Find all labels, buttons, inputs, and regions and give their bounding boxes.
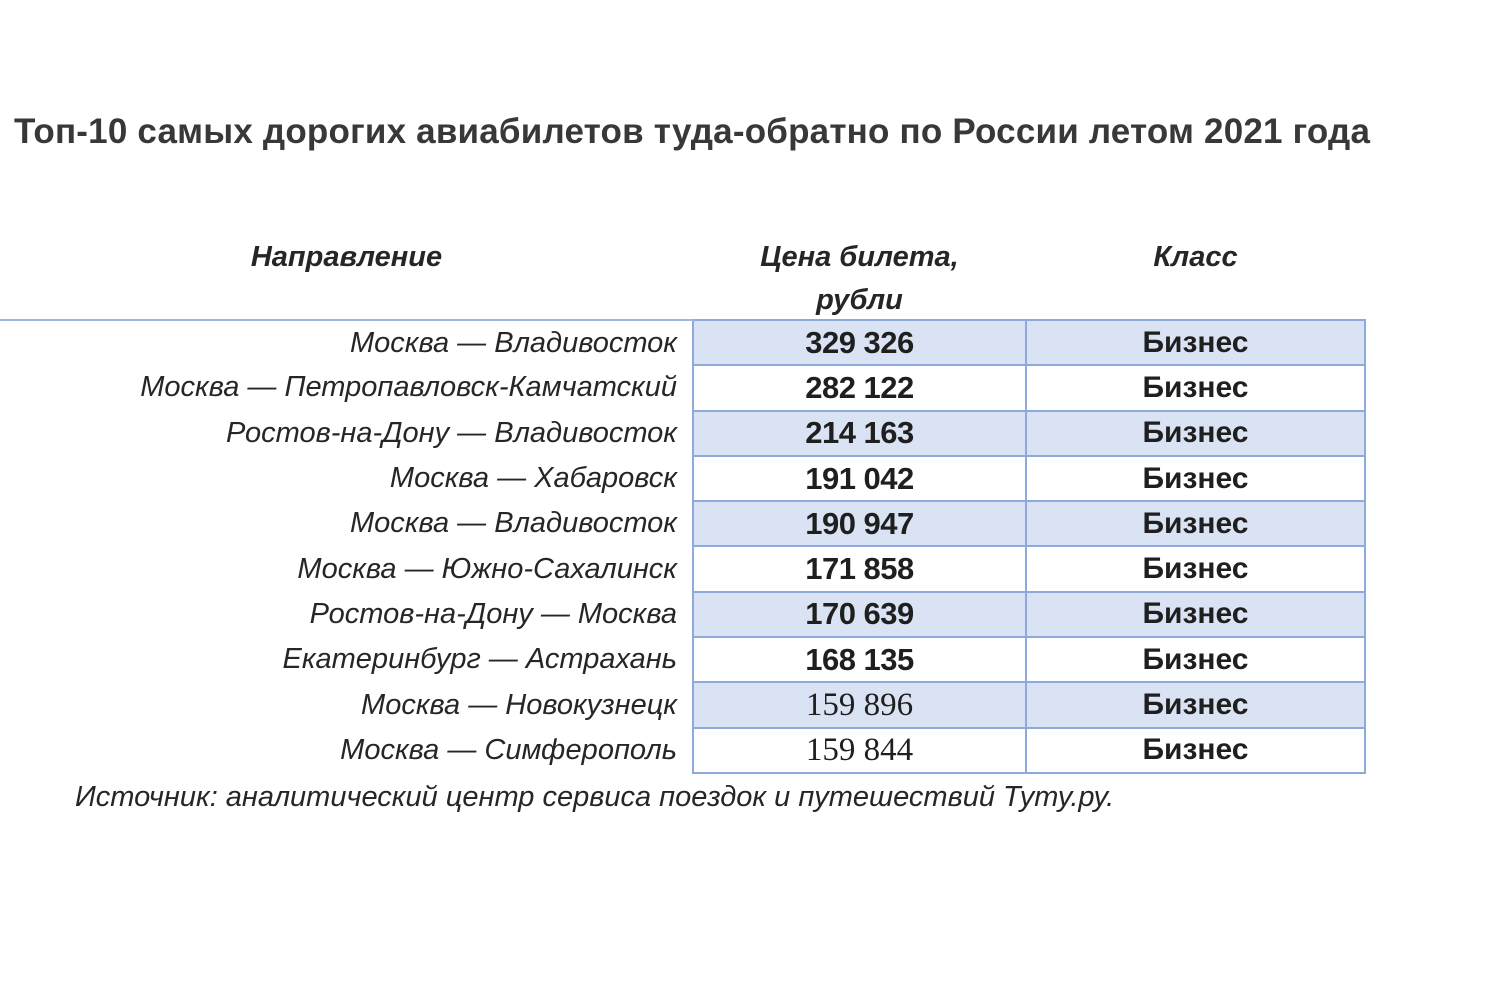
table-row: Москва — Новокузнецк 159 896 Бизнес xyxy=(0,681,1366,729)
table-row: Москва — Симферополь 159 844 Бизнес xyxy=(0,726,1366,774)
data-table: Москва — Владивосток 329 326 Бизнес Моск… xyxy=(0,318,1366,774)
table-row: Москва — Владивосток 190 947 Бизнес xyxy=(0,500,1366,548)
table-row: Москва — Владивосток 329 326 Бизнес xyxy=(0,318,1366,367)
class-cell: Бизнес xyxy=(1025,454,1366,503)
price-cell: 190 947 xyxy=(692,500,1027,548)
class-cell: Бизнес xyxy=(1025,545,1366,593)
table-row: Москва — Петропавловск-Камчатский 282 12… xyxy=(0,364,1366,412)
price-cell: 159 844 xyxy=(692,726,1027,774)
price-cell: 329 326 xyxy=(692,318,1027,367)
table-row: Ростов-на-Дону — Москва 170 639 Бизнес xyxy=(0,590,1366,639)
class-cell: Бизнес xyxy=(1025,681,1366,729)
price-cell: 159 896 xyxy=(692,681,1027,729)
class-cell: Бизнес xyxy=(1025,500,1366,548)
price-cell: 170 639 xyxy=(692,590,1027,639)
price-cell: 191 042 xyxy=(692,454,1027,503)
direction-cell: Москва — Владивосток xyxy=(350,507,677,540)
column-header-price: Цена билета, рубли xyxy=(693,236,1026,322)
class-cell: Бизнес xyxy=(1025,409,1366,457)
class-cell: Бизнес xyxy=(1025,318,1366,367)
class-cell: Бизнес xyxy=(1025,636,1366,684)
column-header-class: Класс xyxy=(1153,241,1238,273)
direction-cell: Москва — Новокузнецк xyxy=(361,688,677,721)
table-header-row: Направление Цена билета, рубли Класс xyxy=(0,236,1365,322)
source-note: Источник: аналитический центр сервиса по… xyxy=(75,781,1115,813)
column-header-price-line2: рубли xyxy=(816,284,903,316)
price-cell: 168 135 xyxy=(692,636,1027,684)
price-cell: 214 163 xyxy=(692,409,1027,457)
table-row: Москва — Хабаровск 191 042 Бизнес xyxy=(0,454,1366,503)
price-cell: 282 122 xyxy=(692,364,1027,412)
direction-cell: Ростов-на-Дону — Москва xyxy=(309,597,677,630)
table-row: Москва — Южно-Сахалинск 171 858 Бизнес xyxy=(0,545,1366,593)
table-row: Ростов-на-Дону — Владивосток 214 163 Биз… xyxy=(0,409,1366,457)
column-header-price-line1: Цена билета, xyxy=(760,241,959,273)
direction-cell: Екатеринбург — Астрахань xyxy=(282,643,677,676)
price-cell: 171 858 xyxy=(692,545,1027,593)
direction-cell: Москва — Южно-Сахалинск xyxy=(297,552,677,585)
class-cell: Бизнес xyxy=(1025,364,1366,412)
direction-cell: Москва — Петропавловск-Камчатский xyxy=(140,371,677,404)
direction-cell: Ростов-на-Дону — Владивосток xyxy=(225,416,677,449)
class-cell: Бизнес xyxy=(1025,726,1366,774)
page-title: Топ-10 самых дорогих авиабилетов туда-об… xyxy=(14,112,1371,151)
direction-cell: Москва — Симферополь xyxy=(340,733,677,766)
table-row: Екатеринбург — Астрахань 168 135 Бизнес xyxy=(0,636,1366,684)
direction-cell: Москва — Хабаровск xyxy=(389,462,677,495)
column-header-direction: Направление xyxy=(250,241,443,273)
class-cell: Бизнес xyxy=(1025,590,1366,639)
direction-cell: Москва — Владивосток xyxy=(0,318,693,366)
